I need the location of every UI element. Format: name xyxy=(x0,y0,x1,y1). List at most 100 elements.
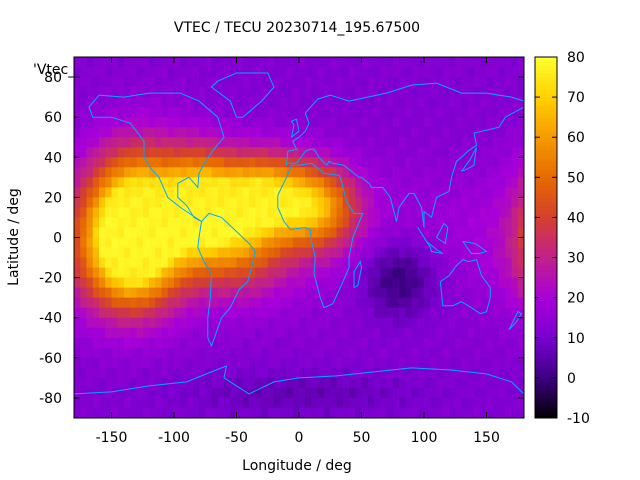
heatmap-cell xyxy=(242,87,250,98)
heatmap-cell xyxy=(161,387,169,399)
heatmap-cell xyxy=(267,207,275,218)
heatmap-cell xyxy=(492,227,500,238)
heatmap-cell xyxy=(74,117,81,128)
heatmap-cell xyxy=(86,407,94,419)
heatmap-cell xyxy=(224,377,231,389)
heatmap-cell xyxy=(292,287,300,299)
heatmap-cell xyxy=(436,197,444,208)
heatmap-cell xyxy=(386,397,394,409)
heatmap-cell xyxy=(130,177,137,188)
heatmap-cell xyxy=(161,347,169,359)
heatmap-cell xyxy=(424,177,431,188)
heatmap-cell xyxy=(424,407,431,419)
heatmap-cell xyxy=(461,117,469,128)
heatmap-cell xyxy=(430,317,437,329)
colorbar-swatch xyxy=(535,81,557,86)
heatmap-cell xyxy=(80,247,87,258)
heatmap-cell xyxy=(86,327,94,339)
heatmap-cell xyxy=(424,57,431,68)
heatmap-cell xyxy=(386,277,394,289)
heatmap-cell xyxy=(499,327,506,339)
heatmap-cell xyxy=(292,187,300,198)
heatmap-cell xyxy=(161,207,169,218)
heatmap-cell xyxy=(267,287,275,299)
heatmap-cell xyxy=(455,57,462,68)
heatmap-cell xyxy=(342,187,350,198)
heatmap-cell xyxy=(211,197,219,208)
heatmap-cell xyxy=(367,137,375,148)
heatmap-cell xyxy=(361,117,369,128)
heatmap-cell xyxy=(174,117,181,128)
heatmap-cell xyxy=(249,157,256,168)
heatmap-cell xyxy=(255,77,262,88)
heatmap-cell xyxy=(455,127,462,138)
heatmap-cell xyxy=(317,257,325,268)
heatmap-cell xyxy=(267,157,275,168)
heatmap-cell xyxy=(136,367,144,379)
colorbar xyxy=(534,56,558,419)
heatmap-cell xyxy=(505,387,512,399)
heatmap-cell xyxy=(511,67,519,78)
heatmap-grid xyxy=(74,57,525,419)
heatmap-cell xyxy=(399,337,406,349)
heatmap-cell xyxy=(249,407,256,419)
heatmap-cell xyxy=(317,77,325,88)
heatmap-cell xyxy=(192,267,200,279)
heatmap-cell xyxy=(199,77,206,88)
heatmap-cell xyxy=(261,297,269,309)
heatmap-cell xyxy=(486,327,494,339)
heatmap-cell xyxy=(324,167,331,178)
heatmap-cell xyxy=(342,327,350,339)
heatmap-cell xyxy=(374,257,381,268)
heatmap-cell xyxy=(311,57,319,68)
chart-title: VTEC / TECU 20230714_195.67500 xyxy=(174,20,420,36)
heatmap-cell xyxy=(386,227,394,238)
heatmap-cell xyxy=(111,57,119,68)
heatmap-cell xyxy=(380,187,387,198)
heatmap-cell xyxy=(186,147,194,158)
heatmap-cell xyxy=(436,147,444,158)
heatmap-cell xyxy=(299,127,306,138)
heatmap-cell xyxy=(386,167,394,178)
heatmap-cell xyxy=(292,387,300,399)
heatmap-cell xyxy=(217,117,225,128)
heatmap-cell xyxy=(236,347,244,359)
heatmap-cell xyxy=(417,217,425,228)
heatmap-cell xyxy=(286,157,294,168)
heatmap-cell xyxy=(224,87,231,98)
heatmap-cell xyxy=(117,87,125,98)
heatmap-cell xyxy=(292,207,300,218)
heatmap-cell xyxy=(92,407,100,419)
heatmap-cell xyxy=(336,347,344,359)
heatmap-cell xyxy=(249,307,256,319)
heatmap-cell xyxy=(480,287,487,299)
heatmap-cell xyxy=(261,397,269,409)
heatmap-cell xyxy=(417,237,425,248)
heatmap-cell xyxy=(236,177,244,188)
heatmap-cell xyxy=(180,147,187,158)
heatmap-cell xyxy=(205,137,212,148)
heatmap-cell xyxy=(480,157,487,168)
heatmap-cell xyxy=(105,277,112,289)
heatmap-cell xyxy=(311,127,319,138)
heatmap-cell xyxy=(155,247,162,258)
heatmap-cell xyxy=(217,257,225,268)
heatmap-cell xyxy=(192,117,200,128)
heatmap-cell xyxy=(499,377,506,389)
heatmap-cell xyxy=(136,397,144,409)
heatmap-cell xyxy=(117,177,125,188)
heatmap-cell xyxy=(324,267,331,279)
heatmap-cell xyxy=(505,107,512,118)
heatmap-cell xyxy=(217,107,225,118)
heatmap-cell xyxy=(467,117,475,128)
heatmap-cell xyxy=(192,57,200,68)
heatmap-cell xyxy=(442,287,450,299)
heatmap-cell xyxy=(205,297,212,309)
heatmap-cell xyxy=(405,137,412,148)
heatmap-cell xyxy=(449,317,456,329)
heatmap-cell xyxy=(111,227,119,238)
colorbar-swatch xyxy=(535,237,557,243)
heatmap-cell xyxy=(405,127,412,138)
heatmap-cell xyxy=(424,127,431,138)
heatmap-cell xyxy=(436,237,444,248)
